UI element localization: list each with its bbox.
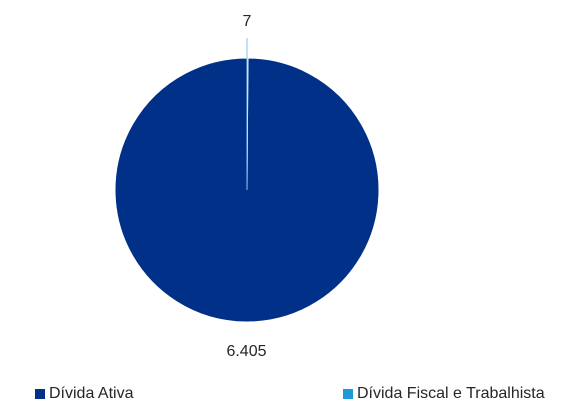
legend-item-divida-fiscal: Dívida Fiscal e Trabalhista xyxy=(343,385,545,403)
data-label-divida-ativa: 6.405 xyxy=(226,343,266,360)
legend-label-divida-fiscal: Dívida Fiscal e Trabalhista xyxy=(357,385,545,403)
chart-legend: Dívida Ativa Dívida Fiscal e Trabalhista xyxy=(0,385,570,403)
legend-swatch-divida-ativa xyxy=(35,389,45,399)
legend-item-divida-ativa: Dívida Ativa xyxy=(35,385,133,403)
legend-label-divida-ativa: Dívida Ativa xyxy=(49,385,133,403)
pie-chart: 6.405 7 xyxy=(0,0,570,380)
data-label-divida-fiscal: 7 xyxy=(243,13,252,30)
legend-swatch-divida-fiscal xyxy=(343,389,353,399)
